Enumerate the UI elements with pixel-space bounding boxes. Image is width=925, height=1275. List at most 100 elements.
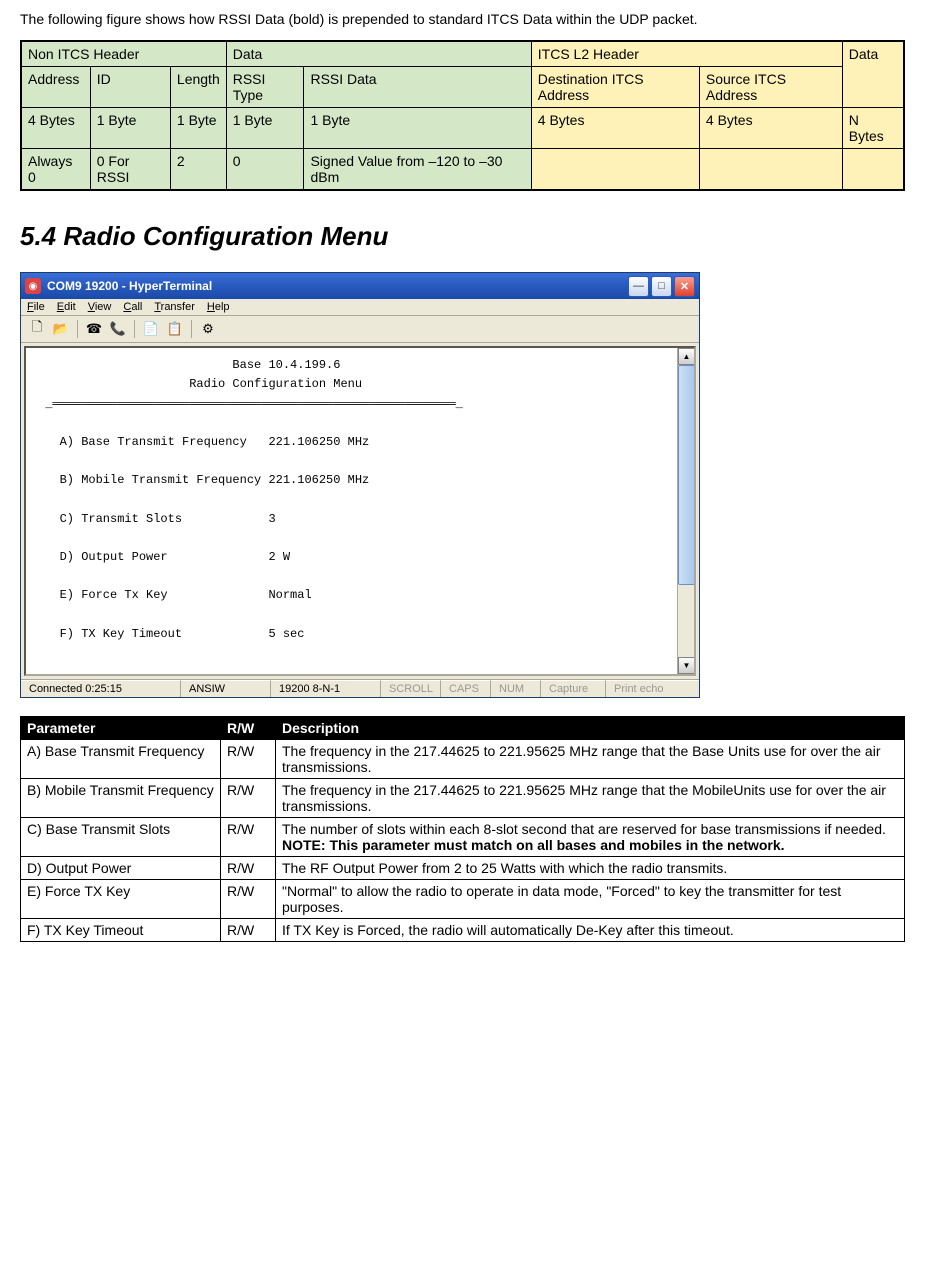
- menu-call[interactable]: Call: [123, 301, 142, 313]
- cell: Signed Value from –120 to –30 dBm: [304, 149, 531, 191]
- new-icon[interactable]: 🗋: [27, 319, 47, 339]
- status-bar: Connected 0:25:15 ANSIW 19200 8-N-1 SCRO…: [21, 679, 699, 697]
- cell: [842, 149, 904, 191]
- cell: Source ITCS Address: [699, 67, 842, 108]
- cell-param: E) Force TX Key: [21, 880, 221, 919]
- cell-rw: R/W: [221, 740, 276, 779]
- cell: 0: [226, 149, 304, 191]
- cell: Length: [170, 67, 226, 108]
- status-num: NUM: [491, 680, 541, 697]
- close-button[interactable]: ✕: [674, 276, 695, 297]
- cell-rw: R/W: [221, 818, 276, 857]
- cell-rw: R/W: [221, 880, 276, 919]
- window-title: COM9 19200 - HyperTerminal: [47, 279, 628, 293]
- cell: [699, 149, 842, 191]
- cell-param: B) Mobile Transmit Frequency: [21, 779, 221, 818]
- table-header-row: Parameter R/W Description: [21, 717, 905, 740]
- cell-desc: "Normal" to allow the radio to operate i…: [276, 880, 905, 919]
- cell-param: F) TX Key Timeout: [21, 919, 221, 942]
- window-titlebar[interactable]: ◉ COM9 19200 - HyperTerminal — □ ✕: [21, 273, 699, 299]
- menu-file[interactable]: File: [27, 301, 45, 313]
- status-connected: Connected 0:25:15: [21, 680, 181, 697]
- cell: 1 Byte: [90, 108, 170, 149]
- cell-desc: If TX Key is Forced, the radio will auto…: [276, 919, 905, 942]
- intro-text: The following figure shows how RSSI Data…: [20, 10, 905, 28]
- cell: RSSI Data: [304, 67, 531, 108]
- status-emulation: ANSIW: [181, 680, 271, 697]
- table-row: Address ID Length RSSI Type RSSI Data De…: [21, 67, 904, 108]
- disconnect-icon[interactable]: 📞: [108, 319, 128, 339]
- menu-bar: File Edit View Call Transfer Help: [21, 299, 699, 316]
- menu-edit[interactable]: Edit: [57, 301, 76, 313]
- menu-help[interactable]: Help: [207, 301, 230, 313]
- table-row: A) Base Transmit FrequencyR/WThe frequen…: [21, 740, 905, 779]
- status-echo: Print echo: [606, 680, 699, 697]
- toolbar: 🗋 📂 ☎ 📞 📄 📋 ⚙: [21, 316, 699, 343]
- cell: Address: [21, 67, 90, 108]
- cell: Non ITCS Header: [21, 41, 226, 67]
- cell-param: C) Base Transmit Slots: [21, 818, 221, 857]
- call-icon[interactable]: ☎: [84, 319, 104, 339]
- menu-transfer[interactable]: Transfer: [154, 301, 195, 313]
- cell-desc: The frequency in the 217.44625 to 221.95…: [276, 779, 905, 818]
- properties-icon[interactable]: ⚙: [198, 319, 218, 339]
- cell: Destination ITCS Address: [531, 67, 699, 108]
- cell: Always 0: [21, 149, 90, 191]
- status-scroll: SCROLL: [381, 680, 441, 697]
- table-row: D) Output PowerR/WThe RF Output Power fr…: [21, 857, 905, 880]
- app-icon: ◉: [25, 278, 41, 294]
- table-row: F) TX Key TimeoutR/WIf TX Key is Forced,…: [21, 919, 905, 942]
- separator: [191, 320, 192, 338]
- cell: N Bytes: [842, 108, 904, 149]
- section-heading: 5.4 Radio Configuration Menu: [20, 221, 905, 252]
- separator: [134, 320, 135, 338]
- cell: ID: [90, 67, 170, 108]
- cell: 4 Bytes: [21, 108, 90, 149]
- cell: ITCS L2 Header: [531, 41, 842, 67]
- cell: 2: [170, 149, 226, 191]
- table-row: C) Base Transmit SlotsR/WThe number of s…: [21, 818, 905, 857]
- table-row: B) Mobile Transmit FrequencyR/WThe frequ…: [21, 779, 905, 818]
- cell-rw: R/W: [221, 919, 276, 942]
- hyperterminal-window: ◉ COM9 19200 - HyperTerminal — □ ✕ File …: [20, 272, 700, 698]
- scroll-up-icon[interactable]: ▲: [678, 348, 695, 365]
- header-description: Description: [276, 717, 905, 740]
- cell: 1 Byte: [304, 108, 531, 149]
- header-parameter: Parameter: [21, 717, 221, 740]
- header-rw: R/W: [221, 717, 276, 740]
- parameter-table: Parameter R/W Description A) Base Transm…: [20, 716, 905, 942]
- cell-desc: The frequency in the 217.44625 to 221.95…: [276, 740, 905, 779]
- maximize-button[interactable]: □: [651, 276, 672, 297]
- separator: [77, 320, 78, 338]
- table-row: 4 Bytes 1 Byte 1 Byte 1 Byte 1 Byte 4 By…: [21, 108, 904, 149]
- receive-icon[interactable]: 📋: [165, 319, 185, 339]
- rssi-data-table: Non ITCS Header Data ITCS L2 Header Data…: [20, 40, 905, 191]
- cell: Data: [842, 41, 904, 108]
- cell: 0 For RSSI: [90, 149, 170, 191]
- minimize-button[interactable]: —: [628, 276, 649, 297]
- menu-view[interactable]: View: [88, 301, 112, 313]
- cell: 1 Byte: [170, 108, 226, 149]
- table-row: E) Force TX KeyR/W"Normal" to allow the …: [21, 880, 905, 919]
- cell-param: D) Output Power: [21, 857, 221, 880]
- cell: 4 Bytes: [531, 108, 699, 149]
- open-icon[interactable]: 📂: [51, 319, 71, 339]
- cell: 4 Bytes: [699, 108, 842, 149]
- cell: Data: [226, 41, 531, 67]
- cell-desc: The number of slots within each 8-slot s…: [276, 818, 905, 857]
- terminal-area[interactable]: Base 10.4.199.6 Radio Configuration Menu…: [24, 346, 696, 676]
- scroll-down-icon[interactable]: ▼: [678, 657, 695, 674]
- cell: 1 Byte: [226, 108, 304, 149]
- cell-rw: R/W: [221, 779, 276, 818]
- scroll-thumb[interactable]: [678, 365, 695, 585]
- cell: RSSI Type: [226, 67, 304, 108]
- terminal-content: Base 10.4.199.6 Radio Configuration Menu…: [26, 348, 694, 676]
- vertical-scrollbar[interactable]: ▲ ▼: [677, 348, 694, 674]
- table-row: Non ITCS Header Data ITCS L2 Header Data: [21, 41, 904, 67]
- cell-rw: R/W: [221, 857, 276, 880]
- status-settings: 19200 8-N-1: [271, 680, 381, 697]
- send-icon[interactable]: 📄: [141, 319, 161, 339]
- cell-param: A) Base Transmit Frequency: [21, 740, 221, 779]
- status-capture: Capture: [541, 680, 606, 697]
- cell: [531, 149, 699, 191]
